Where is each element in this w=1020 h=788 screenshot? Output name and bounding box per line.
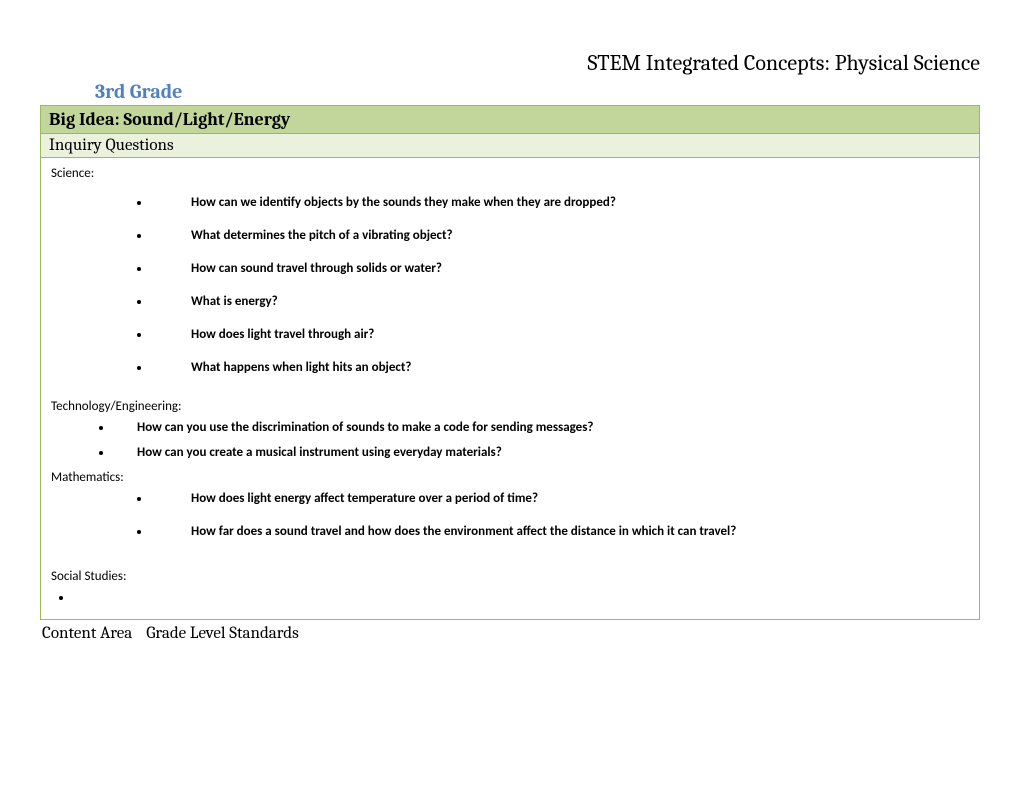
social-label: Social Studies: [51, 569, 969, 584]
list-item: What happens when light hits an object? [151, 360, 969, 375]
list-item: How far does a sound travel and how does… [151, 524, 969, 539]
list-item: What is energy? [151, 294, 969, 309]
footer-col-standards: Grade Level Standards [146, 624, 299, 643]
science-list: How can we identify objects by the sound… [51, 195, 969, 375]
science-label: Science: [51, 166, 969, 181]
list-item: How can you create a musical instrument … [113, 445, 969, 460]
footer-row: Content Area Grade Level Standards [42, 624, 980, 643]
math-list: How does light energy affect temperature… [51, 491, 969, 539]
list-item: How can sound travel through solids or w… [151, 261, 969, 276]
content-box: Big Idea: Sound/Light/Energy Inquiry Que… [40, 105, 980, 620]
footer-col-content-area: Content Area [42, 624, 132, 643]
list-item-empty [73, 590, 969, 605]
list-item: What determines the pitch of a vibrating… [151, 228, 969, 243]
math-label: Mathematics: [51, 470, 969, 485]
big-idea-header: Big Idea: Sound/Light/Energy [41, 106, 979, 134]
grade-heading: 3rd Grade [95, 80, 980, 103]
techeng-list: How can you use the discrimination of so… [51, 420, 969, 460]
list-item: How can you use the discrimination of so… [113, 420, 969, 435]
list-item: How can we identify objects by the sound… [151, 195, 969, 210]
page-title: STEM Integrated Concepts: Physical Scien… [40, 50, 980, 76]
content-body: Science: How can we identify objects by … [41, 158, 979, 619]
techeng-label: Technology/Engineering: [51, 399, 969, 414]
page: STEM Integrated Concepts: Physical Scien… [0, 0, 1020, 663]
list-item: How does light energy affect temperature… [151, 491, 969, 506]
list-item: How does light travel through air? [151, 327, 969, 342]
inquiry-header: Inquiry Questions [41, 134, 979, 158]
social-list [51, 590, 969, 605]
